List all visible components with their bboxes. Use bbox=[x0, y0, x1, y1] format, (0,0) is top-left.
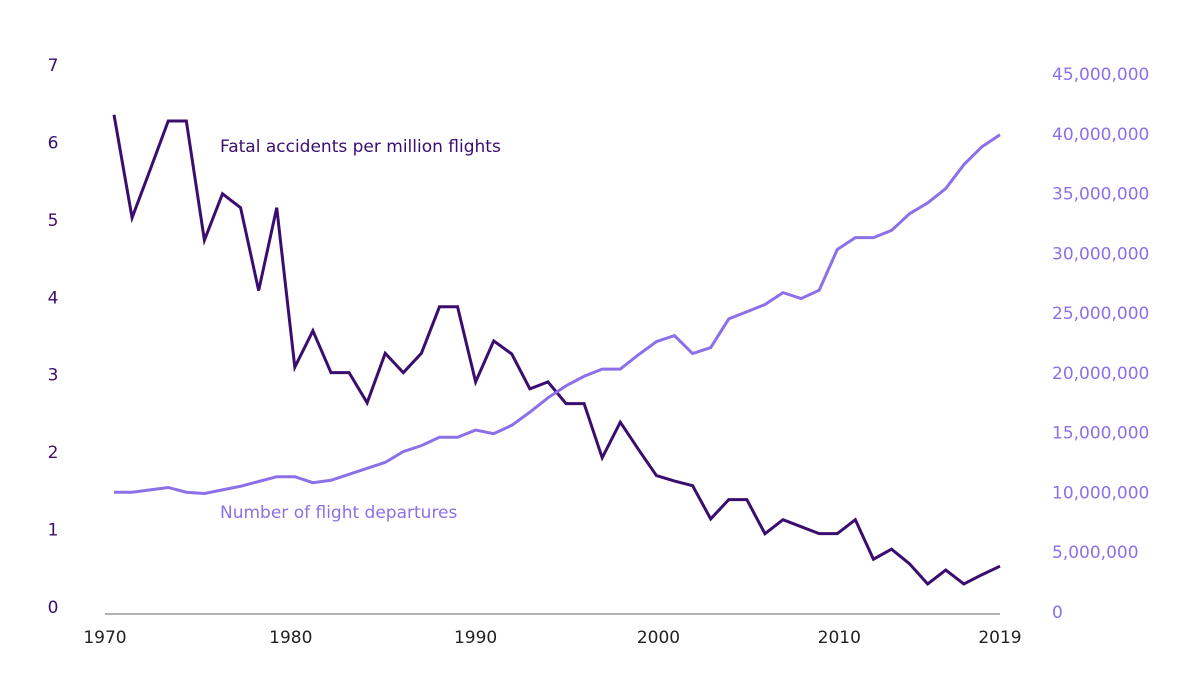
x-tick-label: 1970 bbox=[83, 628, 126, 648]
series-label: Fatal accidents per million flights bbox=[220, 137, 501, 157]
y2-tick-label: 25,000,000 bbox=[1052, 304, 1149, 324]
y-tick-label: 6 bbox=[48, 133, 59, 153]
y-tick-label: 7 bbox=[48, 56, 59, 76]
x-tick-label: 2010 bbox=[818, 628, 861, 648]
y-tick-label: 5 bbox=[48, 211, 59, 231]
y-tick-label: 4 bbox=[48, 288, 59, 308]
y2-tick-label: 10,000,000 bbox=[1052, 483, 1149, 503]
y2-tick-label: 5,000,000 bbox=[1052, 543, 1139, 563]
x-tick-label: 1990 bbox=[454, 628, 497, 648]
series-line bbox=[114, 133, 1001, 495]
y-tick-label: 0 bbox=[48, 598, 59, 618]
y-tick-label: 3 bbox=[48, 366, 59, 386]
y2-tick-label: 45,000,000 bbox=[1052, 65, 1149, 85]
y-tick-label: 1 bbox=[48, 521, 59, 541]
y2-tick-label: 15,000,000 bbox=[1052, 424, 1149, 444]
y2-tick-label: 20,000,000 bbox=[1052, 364, 1149, 384]
y2-tick-label: 40,000,000 bbox=[1052, 125, 1149, 145]
y2-tick-label: 35,000,000 bbox=[1052, 185, 1149, 205]
y2-tick-label: 30,000,000 bbox=[1052, 244, 1149, 264]
y-tick-label: 2 bbox=[48, 443, 59, 463]
y2-tick-label: 0 bbox=[1052, 603, 1063, 623]
x-tick-label: 2000 bbox=[637, 628, 680, 648]
x-tick-label: 1980 bbox=[269, 628, 312, 648]
x-tick-label: 2019 bbox=[978, 628, 1021, 648]
series-label: Number of flight departures bbox=[220, 503, 458, 523]
